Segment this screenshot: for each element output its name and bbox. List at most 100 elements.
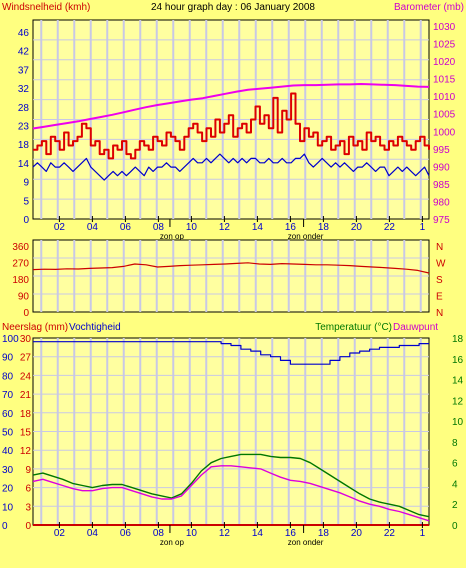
x-tick-label: 20: [351, 222, 363, 233]
sunset-label: zon onder: [288, 232, 324, 241]
barometer-axis-title: Barometer (mb): [394, 2, 464, 13]
rain-hum-temp-series: [32, 341, 430, 526]
barometer-y-tick-label: 985: [433, 180, 450, 191]
x-tick-label: 06: [120, 528, 132, 539]
rain-y-tick-label: 21: [20, 390, 32, 401]
humidity-y-tick-label: 50: [2, 428, 14, 439]
barometer-y-tick-label: 1015: [433, 75, 456, 86]
temperature-y-tick-label: 18: [452, 334, 464, 345]
x-tick-label: 08: [153, 528, 165, 539]
x-tick-label: 06: [120, 222, 132, 233]
rain-axis-title: Neerslag (mm): [2, 322, 68, 333]
barometer-y-tick-label: 1025: [433, 40, 456, 51]
x-tick-label: 20: [351, 528, 363, 539]
page-title: 24 hour graph day : 06 January 2008: [151, 2, 315, 13]
barometer-y-tick-label: 990: [433, 162, 450, 173]
wind-y-axis: 46 42 37 32 28 23 18 14 9 5 0: [18, 28, 30, 226]
temperature-y-tick-label: 12: [452, 396, 464, 407]
temperature-y-tick-label: 16: [452, 355, 464, 366]
x-tick-label: 18: [318, 528, 330, 539]
dewpoint-line: [32, 465, 430, 522]
humidity-y-tick-label: 30: [2, 465, 14, 476]
compass-y-tick-label: E: [436, 292, 443, 303]
direction-y-tick-label: 0: [23, 308, 29, 319]
direction-y-tick-label: 90: [18, 292, 30, 303]
barometer-y-tick-label: 1030: [433, 22, 456, 33]
wind-y-tick-label: 18: [18, 140, 30, 151]
wind-y-tick-label: 46: [18, 28, 30, 39]
temperature-y-tick-label: 2: [452, 500, 458, 511]
barometer-y-tick-label: 1000: [433, 127, 456, 138]
compass-y-tick-label: S: [436, 275, 443, 286]
x-tick-label: 14: [252, 222, 264, 233]
barometer-y-tick-label: 980: [433, 197, 450, 208]
temperature-y-tick-label: 10: [452, 417, 464, 428]
x-tick-label: 10: [186, 222, 198, 233]
wind-y-tick-label: 32: [18, 84, 30, 95]
x-tick-label: 10: [186, 528, 198, 539]
x-tick-label: 02: [54, 528, 66, 539]
humidity-line: [33, 341, 429, 365]
temperature-y-tick-label: 6: [452, 459, 458, 470]
rain-y-tick-label: 27: [20, 353, 32, 364]
temperature-y-tick-label: 14: [452, 376, 464, 387]
wind-y-tick-label: 37: [18, 65, 30, 76]
humidity-y-tick-label: 20: [2, 484, 14, 495]
direction-y-tick-label: 270: [12, 259, 29, 270]
barometer-y-tick-label: 995: [433, 145, 450, 156]
compass-y-tick-label: W: [436, 259, 446, 270]
wind-y-tick-label: 0: [23, 215, 29, 226]
rain-y-tick-label: 3: [25, 502, 31, 513]
humidity-y-tick-label: 70: [2, 390, 14, 401]
x-tick-label: 16: [285, 528, 297, 539]
x-tick-label: 1: [420, 222, 426, 233]
x-tick-label: 12: [219, 222, 231, 233]
rain-y-tick-label: 6: [25, 484, 31, 495]
rain-y-tick-label: 18: [20, 409, 32, 420]
sunrise-label: zon op: [160, 538, 185, 547]
wind-y-tick-label: 42: [18, 47, 30, 58]
humidity-y-tick-label: 10: [2, 502, 14, 513]
x-tick-label: 04: [87, 222, 99, 233]
compass-y-tick-label: N: [436, 308, 443, 319]
direction-grid: [33, 240, 429, 312]
wind-y-tick-label: 5: [23, 196, 29, 207]
barometer-y-tick-label: 1010: [433, 92, 456, 103]
humidity-y-tick-label: 40: [2, 446, 14, 457]
barometer-y-tick-label: 1020: [433, 57, 456, 68]
rain-hum-temp-x-axis: 02 04 06 08 10 12 14 16 18 20 22 1 zon op zon onder: [54, 522, 426, 547]
x-tick-label: 1: [420, 528, 426, 539]
rain-y-tick-label: 0: [25, 521, 31, 532]
rain-y-tick-label: 9: [25, 465, 31, 476]
wind-y-tick-label: 28: [18, 103, 30, 114]
temperature-y-tick-label: 8: [452, 438, 458, 449]
x-tick-label: 14: [252, 528, 264, 539]
direction-y-tick-label: 180: [12, 275, 29, 286]
x-tick-label: 16: [285, 222, 297, 233]
humidity-y-tick-label: 100: [2, 334, 19, 345]
rain-y-tick-label: 15: [20, 428, 32, 439]
direction-y-axis: 360 270 180 90 0: [12, 242, 29, 319]
humidity-y-tick-label: 60: [2, 409, 14, 420]
humidity-y-tick-label: 80: [2, 371, 14, 382]
temperature-axis-title: Temperatuur (°C): [315, 322, 392, 333]
wind-baro-x-axis: 02 04 06 08 10 12 14 16 18 20 22 1 zon op zon onder: [54, 216, 426, 241]
compass-y-tick-label: N: [436, 242, 443, 253]
rain-y-tick-label: 30: [20, 334, 32, 345]
x-tick-label: 18: [318, 222, 330, 233]
temperature-y-axis: 18 16 14 12 10 8 6 4 2 0: [452, 334, 464, 532]
x-tick-label: 22: [384, 222, 396, 233]
humidity-y-tick-label: 0: [2, 521, 8, 532]
barometer-y-axis: 1030 1025 1020 1015 1010 1005 1000 995 990 985 980…: [433, 22, 456, 226]
direction-series: [32, 262, 430, 274]
direction-y-tick-label: 360: [12, 242, 29, 253]
dewpoint-axis-title: Dauwpunt: [393, 322, 438, 333]
wind-y-tick-label: 9: [23, 178, 29, 189]
humidity-y-tick-label: 90: [2, 353, 14, 364]
wind-gust-line: [33, 92, 430, 160]
wind-direction-line: [32, 262, 430, 274]
